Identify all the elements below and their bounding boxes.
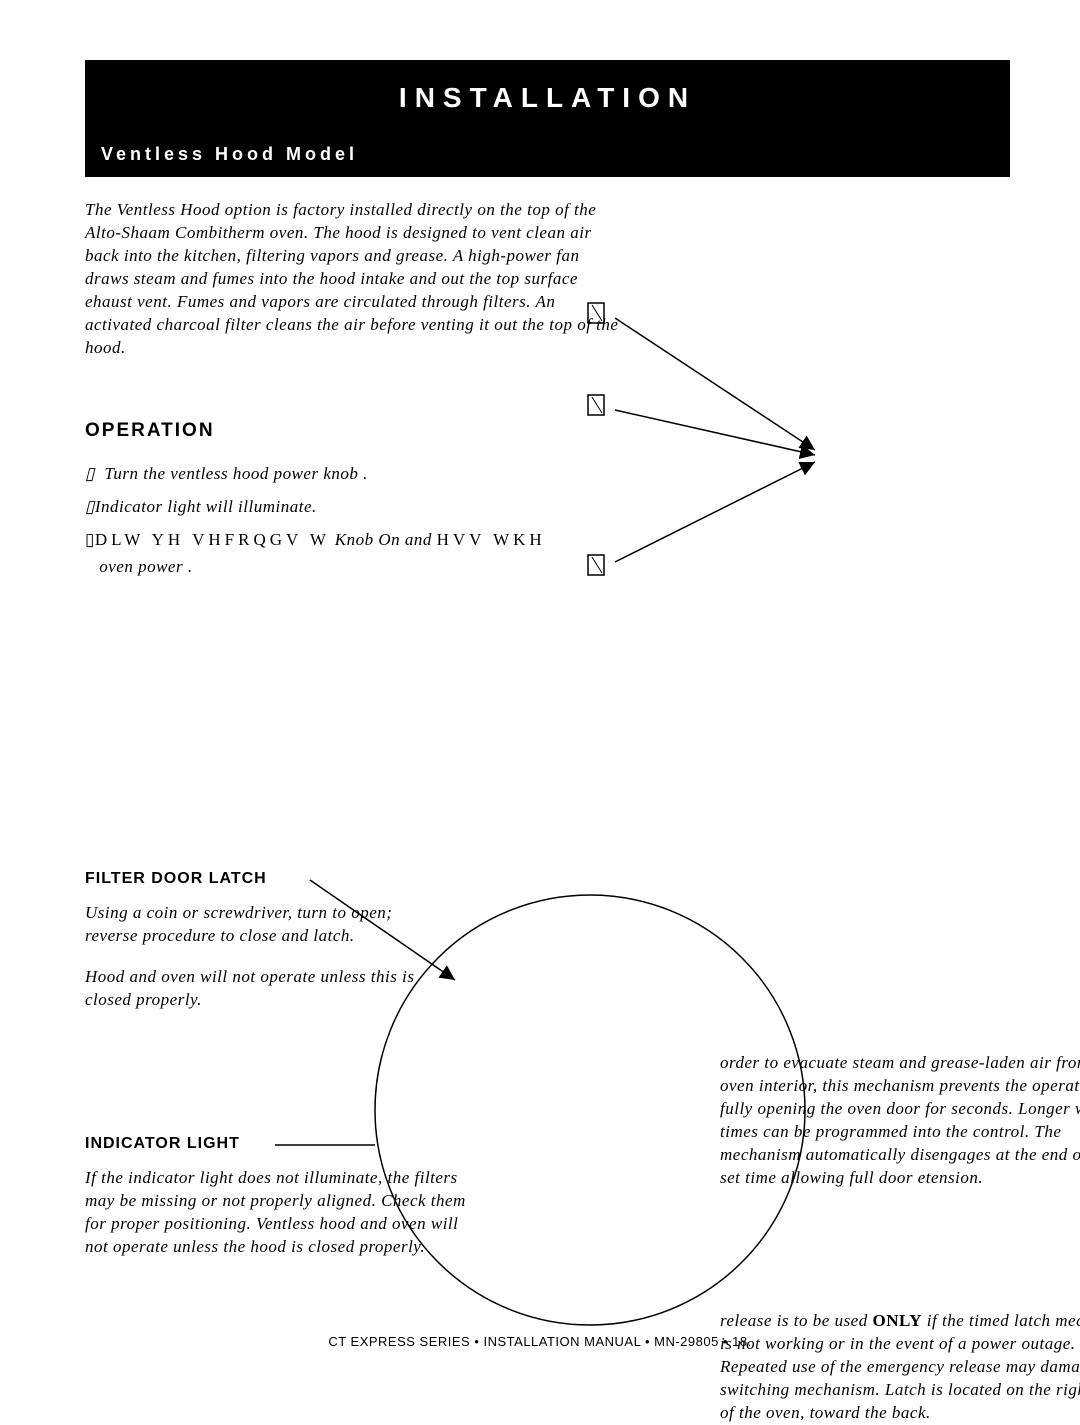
indicator-p1: If the indicator light does not illumina… [85, 1167, 475, 1259]
indicator-heading: INDICATOR LIGHT [85, 1135, 475, 1153]
filter-p2: Hood and oven will not operate unless th… [85, 966, 425, 1012]
filter-p1: Using a coin or screwdriver, turn to ope… [85, 902, 425, 948]
filter-heading: FILTER DOOR LATCH [85, 870, 425, 888]
right2-strong: ONLY [872, 1311, 922, 1330]
filter-door-latch-section: FILTER DOOR LATCH Using a coin or screwd… [85, 870, 425, 1012]
page: INSTALLATION Ventless Hood Model The Ven… [0, 0, 1080, 1397]
right-paragraph-1: order to evacuate steam and grease-laden… [720, 1052, 1080, 1190]
indicator-light-section: INDICATOR LIGHT If the indicator light d… [85, 1135, 475, 1259]
right-paragraph-2: release is to be used ONLY if the timed … [720, 1310, 1080, 1425]
page-footer: CT EXPRESS SERIES • INSTALLATION MANUAL … [0, 1334, 1080, 1349]
right2-a: release is to be used [720, 1311, 872, 1330]
